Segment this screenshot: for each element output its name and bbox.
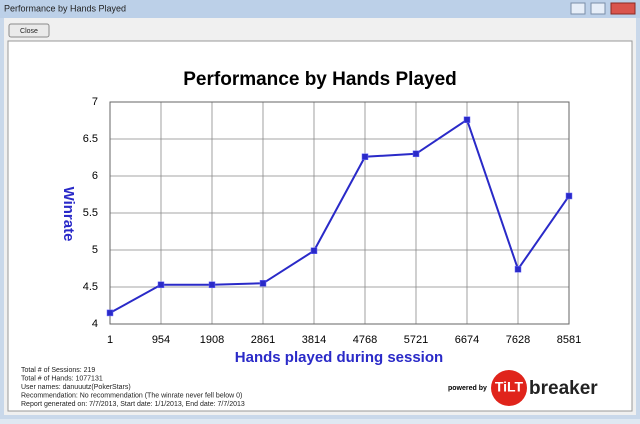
close-button-label: Close: [20, 28, 38, 35]
chart-panel: [7, 40, 633, 412]
data-point: [259, 280, 267, 287]
logo-circle: [491, 370, 527, 406]
x-tick-label: 4768: [353, 334, 377, 346]
y-tick-label: 6: [92, 170, 98, 182]
window-title: Performance by Hands Played: [4, 3, 126, 13]
footer-line: Recommendation: No recommendation (The w…: [21, 392, 242, 399]
title-bar: [0, 0, 640, 18]
x-tick-label: 7628: [506, 334, 530, 346]
data-point: [565, 192, 573, 200]
data-point: [157, 281, 165, 289]
footer-line: Report generated on: 7/7/2013, Start dat…: [21, 401, 245, 408]
x-tick-label: 2861: [251, 334, 275, 346]
data-point: [106, 309, 114, 317]
data-point: [463, 116, 471, 124]
footer-line: Total # of Sessions: 219: [21, 367, 95, 374]
data-point: [208, 281, 216, 289]
close-button[interactable]: [8, 23, 50, 38]
window-close-button[interactable]: [610, 2, 636, 15]
y-axis-title: Winrate: [60, 187, 77, 242]
x-tick-label: 3814: [302, 334, 326, 346]
y-tick-label: 5.5: [83, 207, 98, 219]
footer-line: User names: danuuutz(PokerStars): [21, 384, 131, 391]
footer-line: Total # of Hands: 1077131: [21, 375, 103, 382]
chart-title: Performance by Hands Played: [183, 69, 457, 90]
logo-breaker: breaker: [529, 378, 598, 399]
plot-border: [109, 101, 570, 325]
data-point: [310, 247, 318, 254]
y-tick-label: 6.5: [83, 133, 98, 145]
y-tick-label: 4.5: [83, 281, 98, 293]
y-tick-label: 4: [92, 318, 98, 330]
plot: 4 4.5 5 5.5 6 6.5 7 1 954 1908 2861 3814 4768 5721 667…: [83, 96, 582, 346]
series-line: [109, 118, 570, 314]
data-point: [514, 265, 522, 273]
logo-powered-by: powered by: [448, 385, 487, 392]
logo-tilt: TiLT: [495, 379, 524, 395]
x-tick-label: 5721: [404, 334, 428, 346]
y-tick-label: 5: [92, 244, 98, 256]
x-axis-title: Hands played during session: [235, 349, 443, 366]
x-tick-label: 1: [107, 334, 113, 346]
y-tick-label: 7: [92, 96, 98, 108]
x-tick-label: 6674: [455, 334, 479, 346]
x-tick-label: 1908: [200, 334, 224, 346]
x-tick-label: 954: [152, 334, 170, 346]
maximize-button[interactable]: [590, 2, 606, 15]
x-tick-label: 8581: [557, 334, 581, 346]
data-point: [361, 153, 369, 161]
minimize-button[interactable]: [570, 2, 586, 15]
data-point: [412, 150, 420, 158]
